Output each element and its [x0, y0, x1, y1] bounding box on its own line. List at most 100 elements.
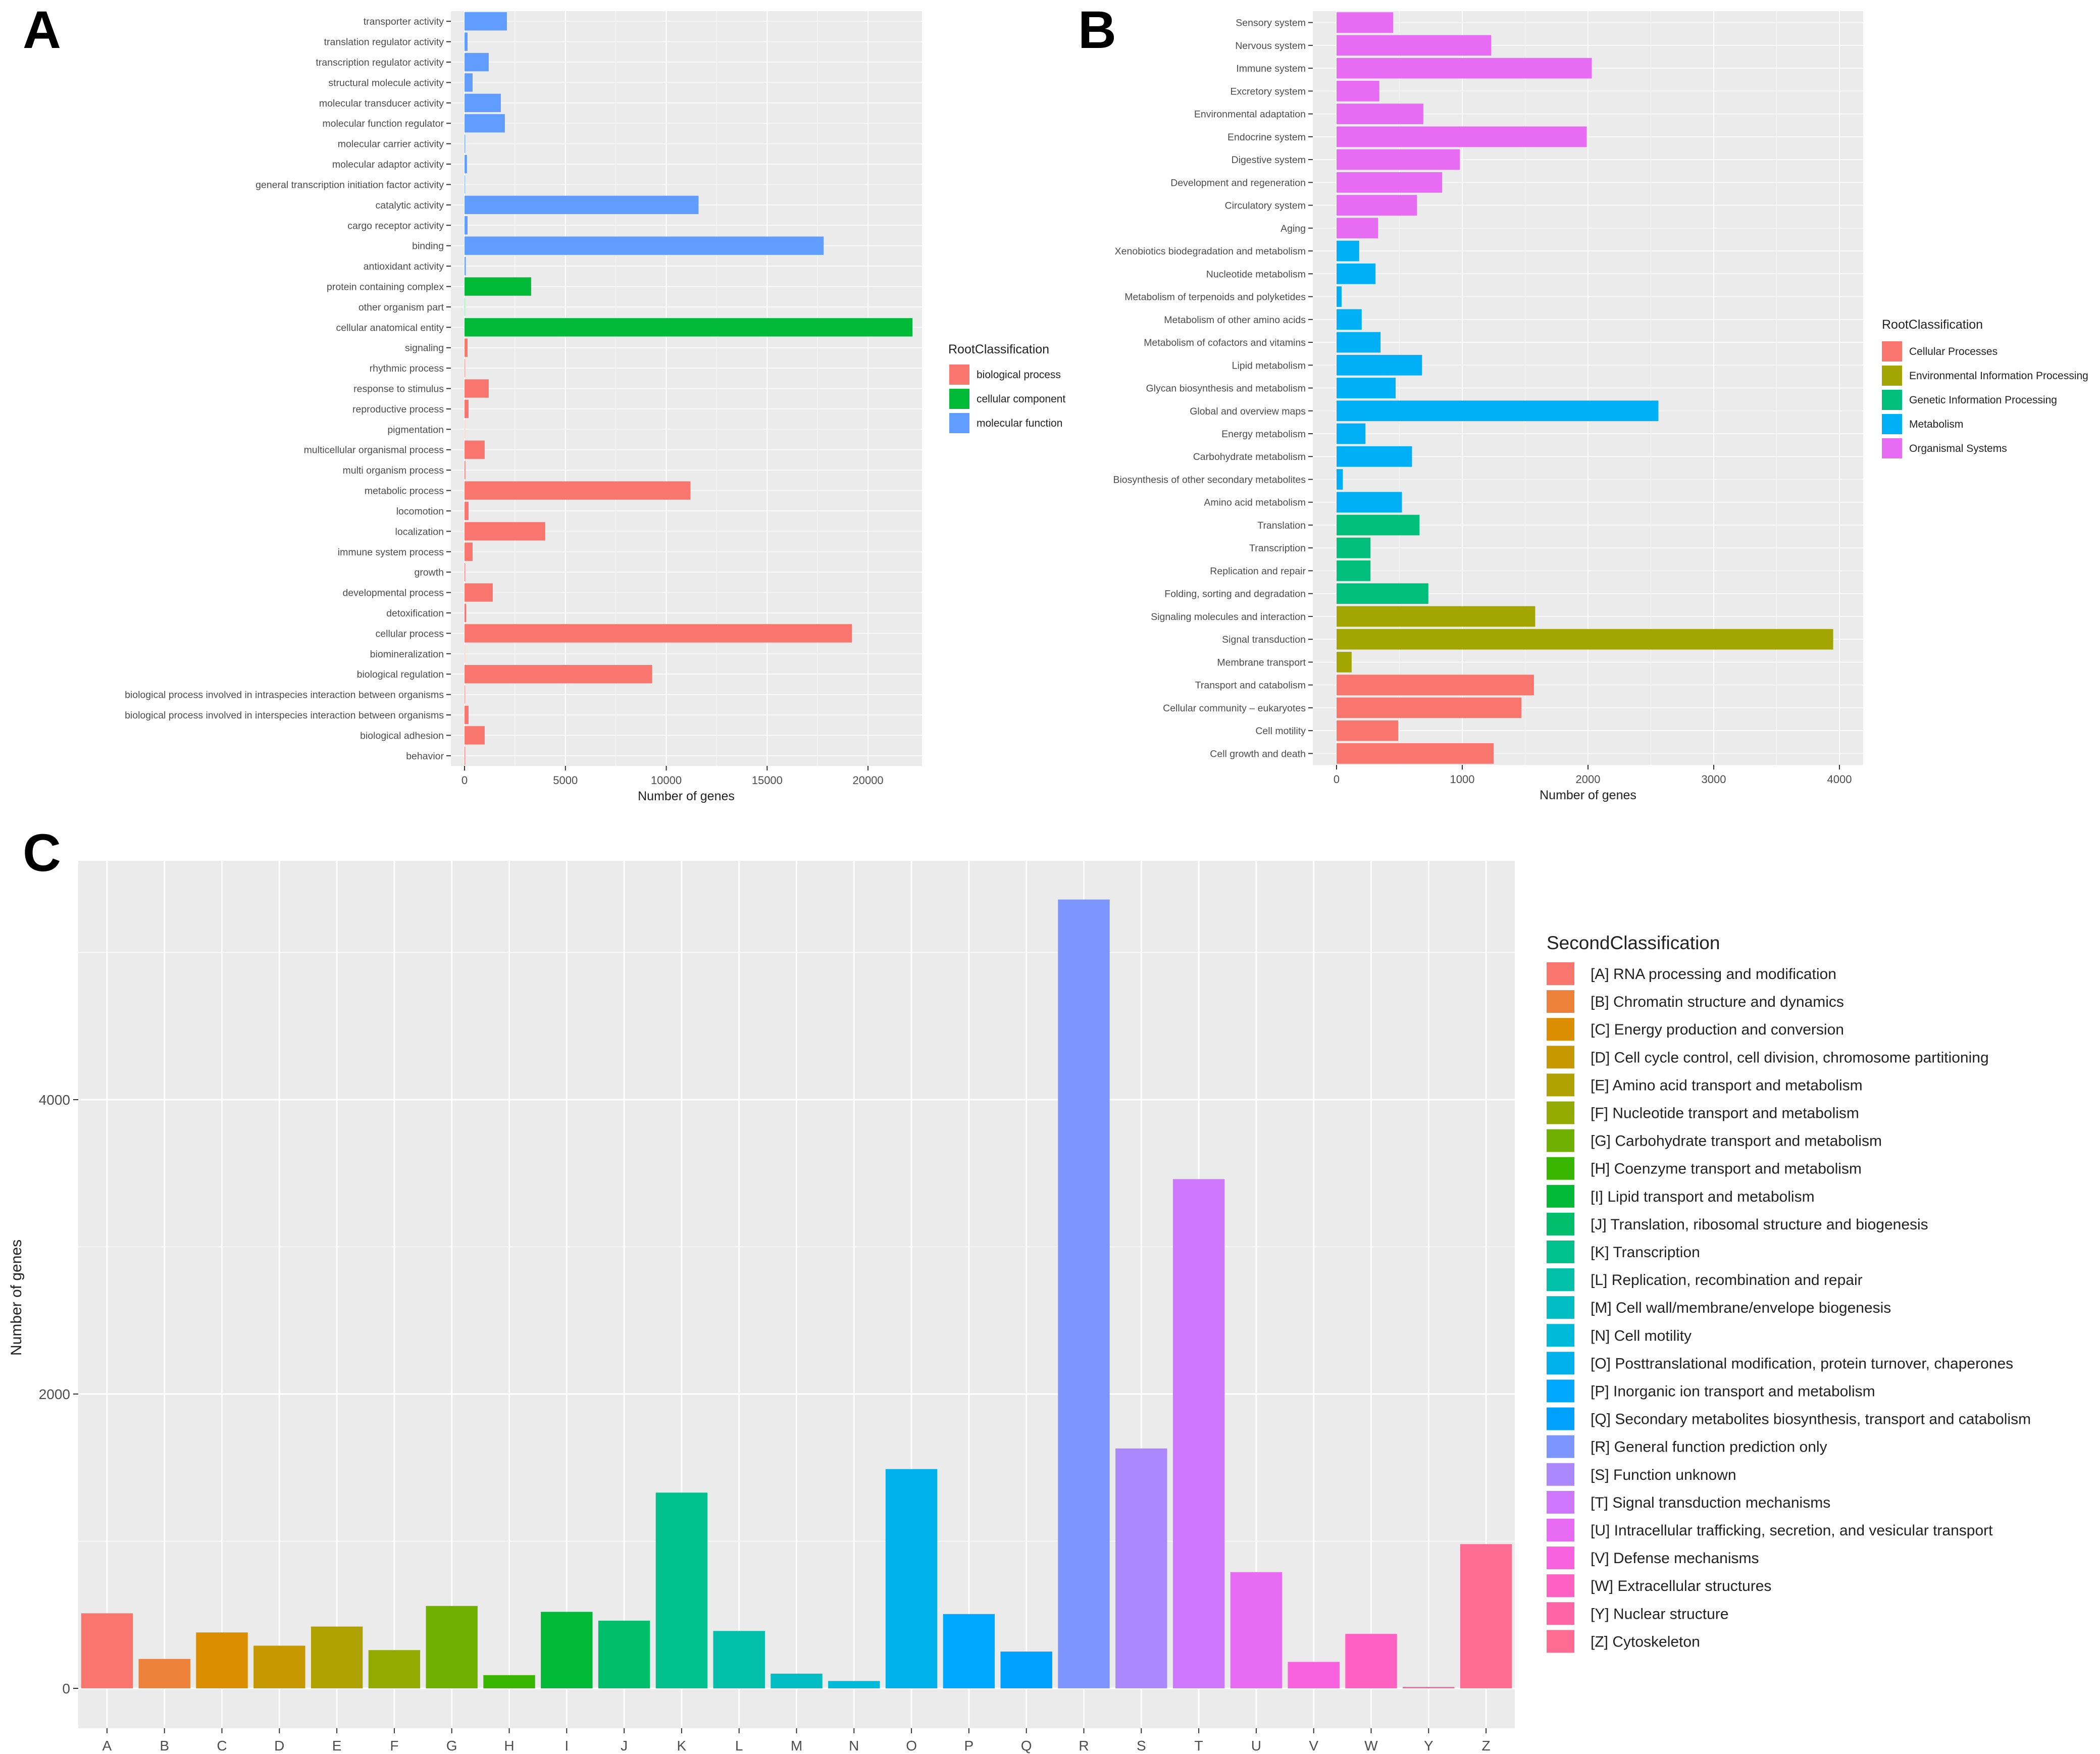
chart-c-legend-label: [P] Inorganic ion transport and metaboli… [1591, 1383, 1875, 1400]
chart-c-x-tick-label: S [1137, 1738, 1146, 1753]
chart-c-x-tick-label: K [677, 1738, 687, 1753]
chartb-legend-swatch [1882, 438, 1902, 458]
charta-legend-swatch [949, 365, 969, 385]
chartb-category-label: Cellular community – eukaryotes [1163, 703, 1306, 714]
chartb-bar [1337, 172, 1443, 193]
charta-category-label: cellular process [376, 628, 444, 639]
chart-c-legend-swatch [1547, 1546, 1574, 1570]
chart-c-legend-label: [I] Lipid transport and metabolism [1591, 1189, 1815, 1205]
chart-c-legend-label: [M] Cell wall/membrane/envelope biogenes… [1591, 1300, 1891, 1316]
chart-c-x-tick-label: N [849, 1738, 859, 1753]
chart-c-legend-label: [R] General function prediction only [1591, 1439, 1827, 1456]
chart-c-x-tick-label: P [964, 1738, 974, 1753]
chart-c-legend-label: [V] Defense mechanisms [1591, 1550, 1759, 1567]
charta-category-label: structural molecule activity [328, 77, 444, 88]
chartb-bar [1337, 697, 1522, 718]
chart-c-x-tick-label: O [906, 1738, 917, 1753]
chartb-x-tick-label: 2000 [1576, 773, 1601, 786]
chartb-category-label: Cell growth and death [1210, 748, 1306, 759]
chart-c-y-axis-title: Number of genes [8, 1240, 25, 1356]
chart-c-bar [1115, 1448, 1167, 1688]
chart-c-x-tick-label: U [1251, 1738, 1261, 1753]
charta-legend-swatch [949, 413, 969, 433]
charta-bar [465, 542, 473, 561]
chart-c-x-tick-label: E [332, 1738, 342, 1753]
charta-bar [465, 481, 691, 500]
charta-bar [465, 236, 824, 255]
chart-c-legend-swatch [1547, 1157, 1574, 1180]
chartb-bar [1337, 195, 1417, 216]
charta-category-label: biomineralization [370, 649, 444, 660]
chartb-category-label: Cell motility [1255, 726, 1306, 737]
chart-c-legend-swatch [1547, 1268, 1574, 1292]
chart-c-x-tick-label: A [103, 1738, 112, 1753]
chart-c-legend-label: [N] Cell motility [1591, 1327, 1692, 1344]
charta-category-label: binding [412, 241, 444, 252]
chart-c-legend-label: [K] Transcription [1591, 1244, 1700, 1261]
chart-c-legend-swatch [1547, 1602, 1574, 1625]
chart-c-legend-title: SecondClassification [1547, 933, 1720, 953]
chartb-category-label: Metabolism of other amino acids [1164, 315, 1306, 326]
chart-c-x-tick-label: Z [1482, 1738, 1491, 1753]
chartb-category-label: Signaling molecules and interaction [1151, 611, 1306, 623]
chartb-category-label: Global and overview maps [1190, 406, 1306, 417]
chart-c-bar [1058, 899, 1110, 1688]
chartb-legend-label: Cellular Processes [1909, 346, 1997, 357]
chart-a-legend: RootClassification biological process cel… [948, 342, 1065, 433]
chartb-bar [1337, 423, 1366, 444]
chartb-bar [1337, 263, 1376, 284]
chart-c-bar [713, 1631, 765, 1688]
chart-a-y-tick-labels: transporter activity translation regulato… [125, 16, 451, 762]
chartb-bar [1337, 606, 1535, 627]
chart-c-y-tick-label: 2000 [39, 1386, 70, 1402]
charta-x-tick-label: 20000 [852, 774, 883, 787]
charta-bar [465, 73, 473, 92]
chart-c-legend-label: [L] Replication, recombination and repai… [1591, 1272, 1863, 1288]
chartb-category-label: Nervous system [1235, 40, 1306, 51]
chartb-category-label: Development and regeneration [1170, 177, 1306, 188]
chartb-bar [1337, 354, 1422, 376]
chart-c-legend-swatch [1547, 1490, 1574, 1514]
chartb-bar [1337, 560, 1371, 581]
charta-category-label: molecular adaptor activity [332, 159, 444, 170]
chart-c-legend-label: [H] Coenzyme transport and metabolism [1591, 1161, 1862, 1177]
chartb-category-label: Immune system [1236, 63, 1306, 74]
chart-c-legend-swatch [1547, 1046, 1574, 1069]
chartb-bar [1337, 218, 1378, 239]
chart-c-bar [541, 1612, 593, 1688]
charta-category-label: catalytic activity [376, 200, 444, 211]
chart-c-x-tick-label: L [735, 1738, 743, 1753]
charta-bar [465, 399, 469, 419]
charta-x-tick-label: 5000 [553, 774, 578, 787]
chart-c-x-tick-label: F [390, 1738, 398, 1753]
charta-category-label: other organism part [358, 302, 444, 313]
charta-category-label: reproductive process [352, 404, 444, 415]
chart-c-y-tick-label: 4000 [39, 1092, 70, 1108]
chart-c-bar [368, 1650, 421, 1688]
charta-category-label: response to stimulus [353, 384, 444, 395]
chart-c-legend-swatch [1547, 1184, 1574, 1208]
chart-c-legend-label: [C] Energy production and conversion [1591, 1021, 1844, 1038]
chartb-category-label: Excretory system [1230, 86, 1306, 97]
chartb-category-label: Environmental adaptation [1194, 109, 1306, 120]
panel-label-a: A [23, 1, 61, 60]
charta-category-label: locomotion [396, 506, 444, 517]
chart-c-bar [828, 1681, 880, 1688]
chart-c-legend-label: [B] Chromatin structure and dynamics [1591, 994, 1844, 1010]
chartb-bar [1337, 240, 1359, 262]
chart-c-x-tick-label: H [504, 1738, 514, 1753]
chartb-category-label: Energy metabolism [1221, 429, 1306, 440]
chart-c-x-tick-label: T [1195, 1738, 1203, 1753]
chartb-x-tick-label: 1000 [1450, 773, 1475, 786]
chartb-category-label: Sensory system [1236, 18, 1306, 29]
chart-c-legend-swatch [1547, 1324, 1574, 1347]
charta-category-label: biological regulation [357, 669, 444, 680]
chartb-x-tick-label: 0 [1334, 773, 1340, 786]
chart-c-y-tick-label: 0 [62, 1681, 70, 1696]
chart-c-bar [81, 1613, 133, 1688]
chart-c-bar [1172, 1179, 1225, 1688]
chart-a-gridlines [451, 11, 922, 766]
chart-a-bars [465, 12, 912, 765]
chartb-category-label: Carbohydrate metabolism [1193, 451, 1306, 462]
charta-category-label: protein containing complex [327, 281, 444, 292]
